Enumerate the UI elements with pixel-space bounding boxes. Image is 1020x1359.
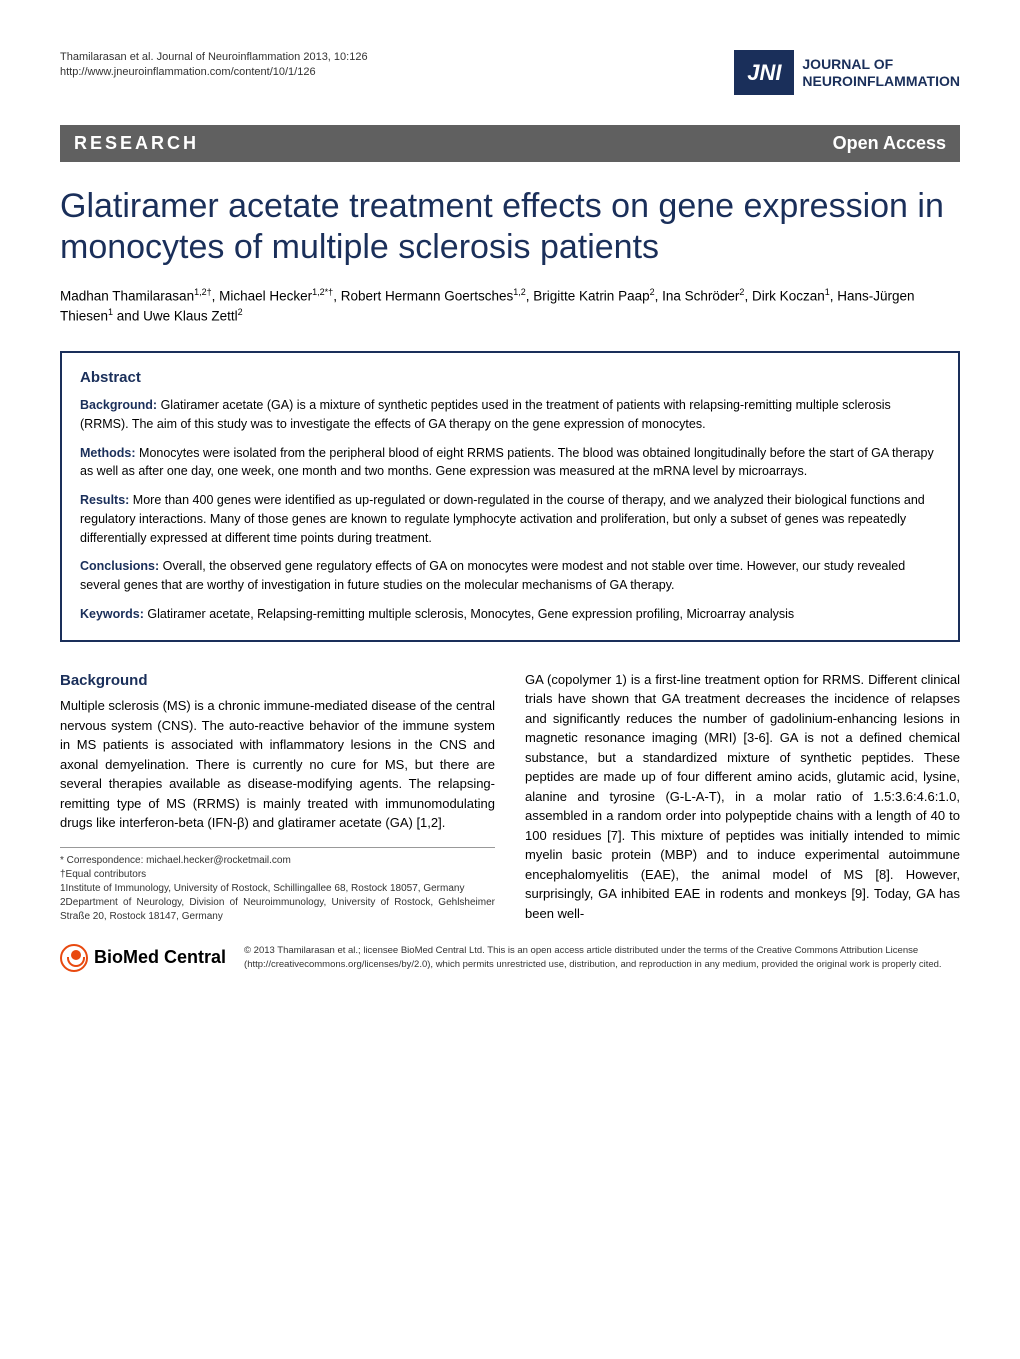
abstract-results-label: Results: — [80, 493, 129, 507]
bmc-text-1: BioMed — [94, 947, 159, 967]
background-paragraph: Multiple sclerosis (MS) is a chronic imm… — [60, 696, 495, 833]
journal-name-l1: JOURNAL OF — [802, 56, 960, 73]
citation-block: Thamilarasan et al. Journal of Neuroinfl… — [60, 50, 368, 81]
journal-name: JOURNAL OF NEUROINFLAMMATION — [802, 56, 960, 90]
abstract-results-text: More than 400 genes were identified as u… — [80, 493, 925, 545]
abstract-methods-text: Monocytes were isolated from the periphe… — [80, 446, 934, 479]
body-columns: Background Multiple sclerosis (MS) is a … — [60, 670, 960, 924]
abstract-box: Abstract Background: Glatiramer acetate … — [60, 351, 960, 642]
abstract-background-label: Background: — [80, 398, 157, 412]
abstract-conclusions-label: Conclusions: — [80, 559, 159, 573]
citation-url: http://www.jneuroinflammation.com/conten… — [60, 65, 368, 80]
page-footer: BioMed Central © 2013 Thamilarasan et al… — [60, 944, 960, 972]
right-column-paragraph: GA (copolymer 1) is a first-line treatme… — [525, 670, 960, 924]
abstract-conclusions: Conclusions: Overall, the observed gene … — [80, 557, 940, 595]
background-heading: Background — [60, 670, 495, 693]
keywords-label: Keywords: — [80, 607, 144, 621]
affiliation-2: 2Department of Neurology, Division of Ne… — [60, 896, 495, 924]
bmc-text-2: Central — [159, 947, 226, 967]
bmc-logo-text: BioMed Central — [94, 947, 226, 968]
abstract-results: Results: More than 400 genes were identi… — [80, 491, 940, 547]
license-text: © 2013 Thamilarasan et al.; licensee Bio… — [244, 944, 960, 971]
affiliation-1: 1Institute of Immunology, University of … — [60, 882, 495, 896]
left-column: Background Multiple sclerosis (MS) is a … — [60, 670, 495, 924]
right-column: GA (copolymer 1) is a first-line treatme… — [525, 670, 960, 924]
page-header: Thamilarasan et al. Journal of Neuroinfl… — [60, 50, 960, 95]
abstract-background: Background: Glatiramer acetate (GA) is a… — [80, 396, 940, 434]
footnotes: * Correspondence: michael.hecker@rocketm… — [60, 847, 495, 924]
bmc-icon — [60, 944, 88, 972]
keywords-text: Glatiramer acetate, Relapsing-remitting … — [144, 607, 794, 621]
citation-line: Thamilarasan et al. Journal of Neuroinfl… — [60, 50, 368, 65]
abstract-background-text: Glatiramer acetate (GA) is a mixture of … — [80, 398, 891, 431]
author-list: Madhan Thamilarasan1,2†, Michael Hecker1… — [60, 286, 960, 328]
article-title: Glatiramer acetate treatment effects on … — [60, 186, 960, 268]
biomed-central-logo: BioMed Central — [60, 944, 226, 972]
abstract-methods-label: Methods: — [80, 446, 136, 460]
open-access-label: Open Access — [833, 133, 946, 154]
abstract-conclusions-text: Overall, the observed gene regulatory ef… — [80, 559, 905, 592]
journal-name-l2: NEUROINFLAMMATION — [802, 73, 960, 90]
correspondence-line: * Correspondence: michael.hecker@rocketm… — [60, 854, 495, 868]
equal-contributors-line: †Equal contributors — [60, 868, 495, 882]
abstract-heading: Abstract — [80, 369, 940, 386]
abstract-methods: Methods: Monocytes were isolated from th… — [80, 444, 940, 482]
article-type-banner: RESEARCH Open Access — [60, 125, 960, 162]
article-type: RESEARCH — [74, 133, 199, 154]
journal-logo: JNI JOURNAL OF NEUROINFLAMMATION — [734, 50, 960, 95]
jni-icon: JNI — [734, 50, 794, 95]
abstract-keywords: Keywords: Glatiramer acetate, Relapsing-… — [80, 605, 940, 624]
